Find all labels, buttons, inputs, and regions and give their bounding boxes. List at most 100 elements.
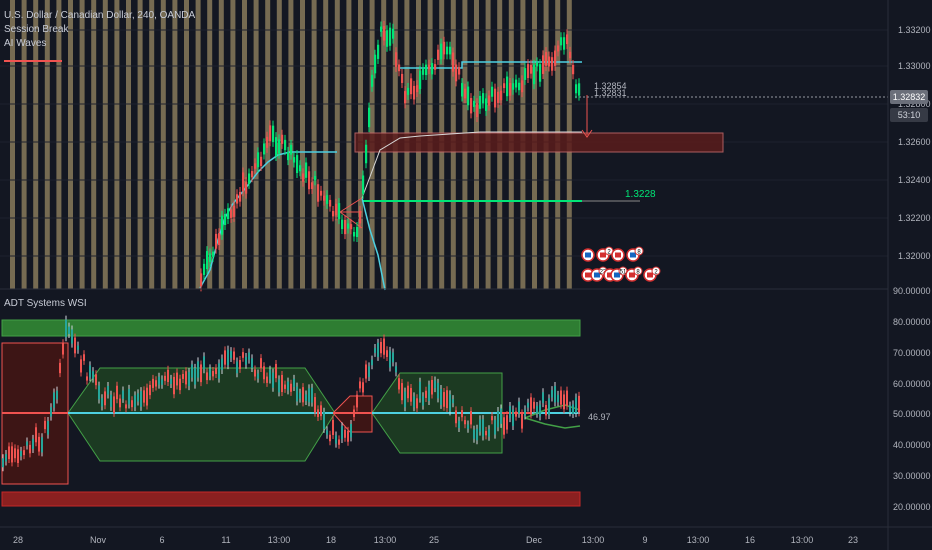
session-bar (56, 0, 62, 289)
candle-body (485, 98, 488, 111)
legend-session-break[interactable]: Session Break (4, 24, 69, 35)
candle-body (506, 76, 509, 97)
session-bar (137, 0, 143, 289)
oscillator-pane (0, 288, 888, 507)
price-axis[interactable]: 1.33200 1.33000 1.32800 1.32600 1.32400 1.322… (898, 25, 931, 261)
oscillator-axis[interactable]: 90.00000 80.00000 70.00000 60.00000 50.00000… (893, 286, 931, 512)
candle-body (290, 144, 293, 155)
candle-body (569, 51, 572, 59)
legend-ai-waves[interactable]: AI Waves (4, 38, 47, 49)
candle-body (557, 45, 560, 52)
event-flag-icon[interactable]: 8 (626, 246, 644, 262)
candle-body (521, 80, 524, 93)
current-price-tag: 1.32832 (890, 90, 928, 104)
event-flag-icon[interactable]: 2 (596, 246, 614, 262)
osc-bar (272, 372, 274, 388)
osc-bar (398, 378, 400, 390)
candle-body (407, 87, 410, 95)
time-tick-label: Dec (526, 535, 543, 545)
osc-bar (95, 374, 97, 386)
osc-bar (110, 394, 112, 407)
candle-body (281, 134, 284, 144)
osc-bar (425, 390, 427, 398)
osc-bar (566, 390, 568, 406)
osc-bar (68, 326, 70, 334)
session-bar (323, 0, 329, 289)
osc-bar (11, 446, 13, 463)
event-flag (615, 252, 621, 258)
osc-bar (386, 350, 388, 357)
candle-body (215, 233, 218, 249)
candle-body (200, 273, 203, 287)
osc-bar (35, 427, 37, 443)
candle-body (398, 64, 401, 72)
osc-bar (26, 441, 28, 446)
candle-body (293, 157, 296, 163)
osc-bar (407, 385, 409, 399)
osc-bar (371, 359, 373, 366)
osc-bar (440, 389, 442, 405)
candle-body (554, 50, 557, 66)
session-bar (207, 0, 213, 289)
osc-bar (452, 399, 454, 404)
event-flag-icon[interactable] (581, 248, 595, 262)
symbol-title[interactable]: U.S. Dollar / Canadian Dollar, 240, OAND… (4, 10, 196, 21)
osc-tick-label: 80.00000 (893, 317, 931, 327)
session-bar (68, 0, 73, 289)
candle-body (470, 98, 473, 114)
osc-bar (257, 373, 259, 379)
candle-body (428, 64, 431, 70)
osc-bar (266, 376, 268, 383)
candle-body (425, 64, 428, 76)
candle-body (233, 205, 236, 217)
legend-adt-systems[interactable]: ADT Systems WSI (4, 298, 87, 309)
osc-bar (248, 352, 250, 360)
time-axis[interactable]: 28 Nov 6 11 13:00 18 13:00 25 Dec 13:00 9 13:00 16 13… (13, 535, 858, 545)
osc-bar (194, 367, 196, 385)
economic-events[interactable]: 2 8 23 51 8 2 (581, 246, 661, 282)
osc-bar (536, 405, 538, 414)
event-flag-icon[interactable]: 51 (610, 266, 628, 282)
session-bar (10, 0, 15, 289)
price-tick-label: 1.33200 (898, 25, 931, 35)
candle-body (371, 74, 374, 87)
price-candles (200, 21, 581, 292)
candle-body (278, 139, 281, 154)
osc-bar (38, 436, 40, 452)
osc-bar (251, 358, 253, 369)
osc-bar (86, 376, 88, 381)
candle-body (362, 175, 365, 194)
osc-bar (563, 394, 565, 410)
osc-bar (128, 388, 130, 405)
session-bar (346, 0, 352, 289)
candle-body (416, 85, 419, 93)
osc-bar (518, 401, 520, 414)
candle-body (473, 100, 476, 107)
bar-countdown: 53:10 (890, 108, 928, 122)
candle-body (251, 171, 254, 178)
event-flag (594, 272, 600, 278)
osc-bar (275, 363, 277, 379)
osc-bar (227, 349, 229, 366)
osc-bar (116, 385, 118, 400)
osc-bar (353, 409, 355, 417)
candle-body (242, 172, 245, 192)
osc-bar (527, 402, 529, 408)
candle-body (308, 171, 311, 190)
event-flag-icon[interactable]: 2 (643, 266, 661, 282)
event-flag-icon[interactable]: 23 (590, 266, 608, 282)
osc-bar (17, 449, 19, 463)
osc-bar (176, 372, 178, 386)
price-tick-label: 1.32200 (898, 213, 931, 223)
osc-bar (131, 400, 133, 408)
event-flag-icon[interactable] (611, 248, 625, 262)
candle-body (524, 68, 527, 80)
candle-body (545, 52, 548, 66)
session-bar (195, 0, 201, 289)
candle-body (347, 223, 350, 229)
osc-tick-label: 60.00000 (893, 379, 931, 389)
event-flag-icon[interactable]: 8 (625, 266, 643, 282)
candle-body (437, 49, 440, 60)
osc-bar (137, 393, 139, 402)
